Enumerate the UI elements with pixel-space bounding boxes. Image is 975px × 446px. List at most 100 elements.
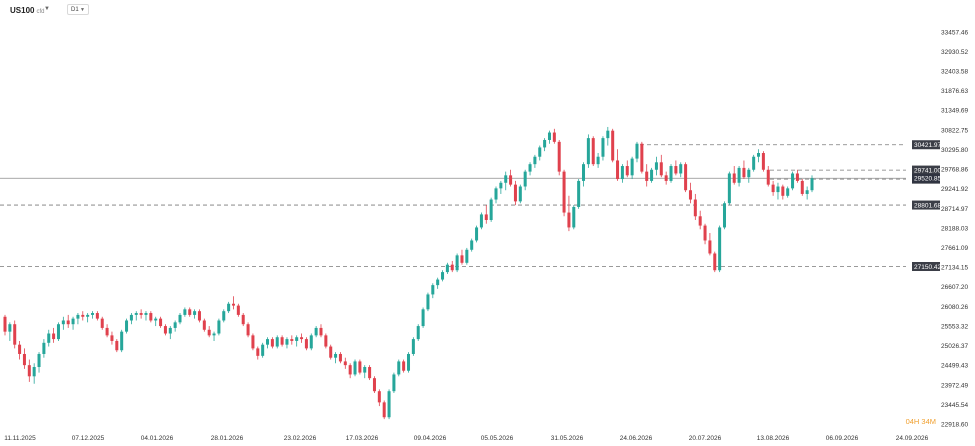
candle-body bbox=[810, 178, 814, 191]
candle-body bbox=[698, 216, 702, 226]
candle-body bbox=[338, 353, 342, 362]
candle-body bbox=[358, 361, 362, 373]
candle-body bbox=[290, 339, 294, 341]
candle-body bbox=[479, 214, 483, 228]
candle-body bbox=[202, 320, 206, 330]
candles bbox=[3, 126, 814, 420]
candle-body bbox=[465, 249, 469, 263]
candle-body bbox=[372, 378, 376, 392]
candle-body bbox=[713, 253, 717, 271]
candle-body bbox=[543, 139, 547, 148]
candle-body bbox=[611, 130, 615, 161]
candle-body bbox=[708, 240, 712, 254]
candle-body bbox=[110, 335, 114, 341]
candle-body bbox=[791, 173, 795, 189]
price-tags: 30421.9729741.0029497.4728801.6827150.42… bbox=[912, 140, 941, 272]
candle-body bbox=[47, 333, 51, 343]
candle-body bbox=[664, 175, 668, 181]
candle-body bbox=[431, 285, 435, 295]
candle-body bbox=[8, 324, 12, 332]
candle-body bbox=[343, 361, 347, 366]
candle-body bbox=[635, 143, 639, 159]
price-tick-label: 26080.26 bbox=[941, 304, 968, 311]
price-axis[interactable]: 33457.46 32930.52 32403.58 31876.63 31349.69… bbox=[941, 29, 968, 428]
price-level-tag-label: 30421.97 bbox=[914, 142, 941, 149]
price-level-tag bbox=[912, 165, 940, 175]
candle-body bbox=[300, 337, 304, 340]
symbol-suffix: cfd bbox=[36, 9, 45, 15]
candle-body bbox=[66, 320, 70, 325]
candle-body bbox=[270, 339, 274, 347]
candle-body bbox=[606, 130, 610, 139]
price-level-tag-label: 27150.42 bbox=[914, 264, 941, 271]
candle-body bbox=[766, 169, 770, 185]
candle-body bbox=[596, 156, 600, 165]
candle-body bbox=[246, 324, 250, 336]
candle-body bbox=[149, 313, 153, 321]
candle-body bbox=[557, 141, 561, 172]
candle-body bbox=[329, 346, 333, 358]
candle-body bbox=[484, 214, 488, 220]
price-tick-label: 23972.49 bbox=[941, 382, 968, 389]
price-tick-label: 23445.54 bbox=[941, 402, 968, 409]
candle-body bbox=[528, 164, 532, 172]
candle-body bbox=[368, 367, 372, 379]
price-tick-label: 25026.37 bbox=[941, 343, 968, 350]
candle-body bbox=[411, 339, 415, 354]
candle-body bbox=[163, 326, 167, 334]
candle-body bbox=[183, 309, 187, 315]
candle-body bbox=[455, 255, 459, 271]
candle-body bbox=[76, 314, 80, 319]
candle-body bbox=[348, 365, 352, 375]
candle-body bbox=[645, 171, 649, 181]
candle-body bbox=[654, 162, 658, 170]
horizontal-levels bbox=[0, 144, 906, 267]
candle-body bbox=[3, 316, 7, 332]
candle-body bbox=[786, 188, 790, 196]
candle-body bbox=[650, 169, 654, 181]
candle-body bbox=[426, 294, 430, 310]
candle-body bbox=[207, 329, 211, 336]
candle-body bbox=[805, 190, 809, 194]
date-tick-label: 09.04.2026 bbox=[414, 435, 447, 442]
price-level-tag-label: 29741.00 bbox=[914, 167, 941, 174]
candle-body bbox=[81, 314, 85, 317]
candle-body bbox=[120, 331, 124, 351]
price-level-tag bbox=[912, 200, 940, 210]
candle-body bbox=[781, 186, 785, 196]
candle-body bbox=[285, 339, 289, 345]
candle-body bbox=[231, 303, 235, 306]
candle-body bbox=[533, 156, 537, 165]
candle-body bbox=[222, 311, 226, 321]
candle-body bbox=[732, 173, 736, 183]
candle-body bbox=[18, 344, 22, 354]
candle-body bbox=[416, 326, 420, 340]
candle-body bbox=[90, 313, 95, 315]
candle-body bbox=[436, 279, 440, 286]
candle-body bbox=[688, 190, 692, 200]
time-axis[interactable]: 11.11.2025 07.12.2025 04.01.2026 28.01.2026… bbox=[4, 435, 928, 442]
symbol-selector[interactable]: US100 cfd bbox=[10, 6, 44, 15]
candle-body bbox=[304, 339, 308, 349]
symbol-chevron-down-icon[interactable]: ▼ bbox=[44, 6, 50, 12]
candle-body bbox=[620, 166, 624, 180]
candle-body bbox=[71, 318, 75, 325]
candle-body bbox=[742, 167, 746, 178]
candle-body bbox=[280, 337, 284, 345]
candle-body bbox=[275, 337, 279, 347]
candle-body bbox=[266, 339, 270, 345]
timeframe-select[interactable]: D1 ▼ bbox=[67, 4, 89, 15]
candle-body bbox=[334, 353, 338, 358]
candle-body bbox=[115, 340, 119, 351]
candle-body bbox=[261, 344, 265, 356]
candle-body bbox=[42, 342, 46, 354]
date-tick-label: 24.06.2026 bbox=[620, 435, 653, 442]
date-tick-label: 06.09.2026 bbox=[826, 435, 859, 442]
date-tick-label: 17.03.2026 bbox=[346, 435, 379, 442]
candle-body bbox=[499, 182, 503, 189]
price-tick-label: 29241.92 bbox=[941, 186, 968, 193]
candle-body bbox=[32, 367, 36, 377]
candle-body bbox=[392, 374, 396, 392]
candle-body bbox=[251, 335, 255, 349]
